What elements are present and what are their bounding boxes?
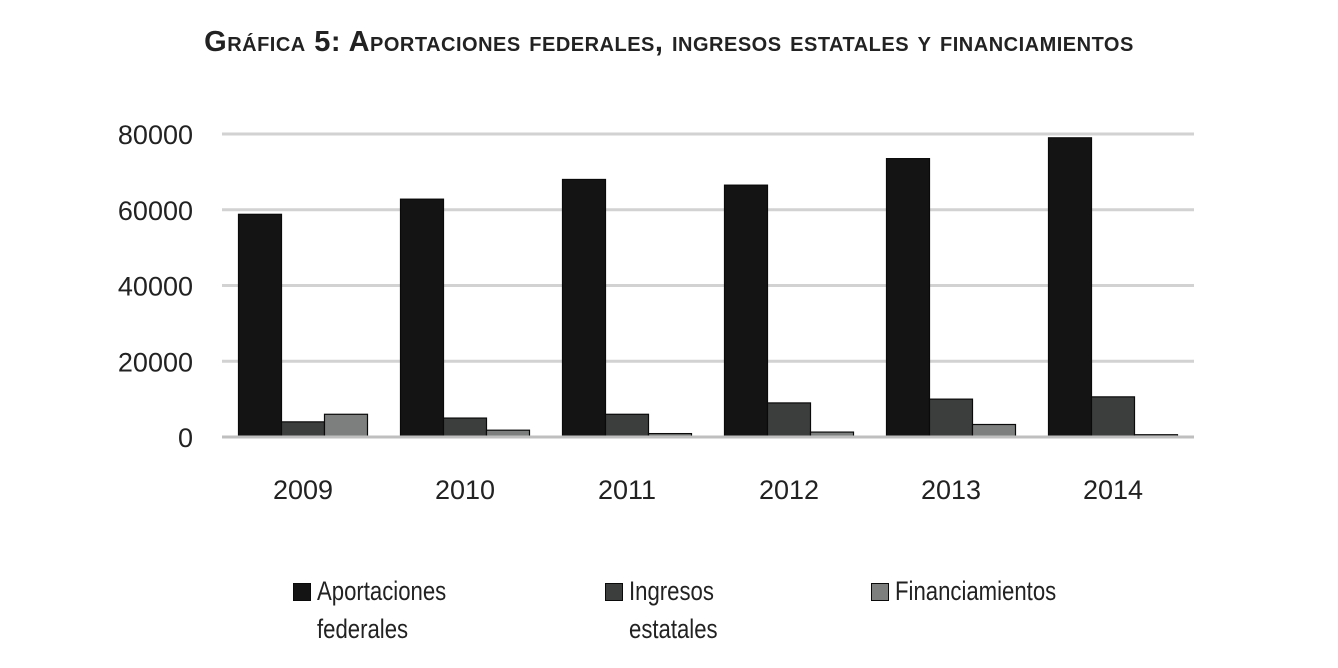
bar xyxy=(604,413,650,438)
bar xyxy=(766,402,812,438)
y-tick-label: 40000 xyxy=(118,272,193,302)
x-tick-label: 2013 xyxy=(921,475,981,505)
y-tick-label: 60000 xyxy=(118,196,193,226)
legend-swatch-ingresos-estatales xyxy=(605,583,623,601)
x-tick-label: 2010 xyxy=(435,475,495,505)
x-tick-label: 2009 xyxy=(273,475,333,505)
legend-label: Aportaciones federales xyxy=(317,572,446,648)
legend-label-line: estatales xyxy=(629,614,718,644)
legend-label-line: Aportaciones xyxy=(317,576,447,606)
legend-label: Ingresos estatales xyxy=(629,572,718,648)
bar xyxy=(561,178,607,438)
legend-swatch-financiamientos xyxy=(871,583,889,601)
bar xyxy=(928,398,974,438)
bar xyxy=(1047,137,1093,438)
y-tick-label: 80000 xyxy=(118,120,193,150)
chart-title: Gráfica 5: Aportaciones federales, ingre… xyxy=(204,26,1134,58)
x-axis-ticks: 2009 2010 2011 2012 2013 2014 xyxy=(273,475,1143,505)
bar xyxy=(885,158,931,438)
bar xyxy=(1090,396,1136,438)
bars xyxy=(237,137,1179,438)
legend-swatch-aportaciones-federales xyxy=(293,583,311,601)
legend-label-line: Financiamientos xyxy=(895,576,1057,606)
bar xyxy=(723,184,769,438)
x-tick-label: 2014 xyxy=(1083,475,1143,505)
bar xyxy=(399,198,445,438)
legend-label: Financiamientos xyxy=(895,572,1056,610)
bar xyxy=(323,413,369,438)
legend-item-aportaciones-federales: Aportaciones federales xyxy=(293,572,475,648)
bar xyxy=(971,423,1017,438)
legend-label-line: federales xyxy=(317,614,409,644)
y-tick-label: 0 xyxy=(178,423,193,453)
x-tick-label: 2012 xyxy=(759,475,819,505)
legend-item-ingresos-estatales: Ingresos estatales xyxy=(605,572,737,648)
y-axis-ticks: 0 20000 40000 60000 80000 xyxy=(118,120,193,453)
bar xyxy=(442,417,488,438)
x-tick-label: 2011 xyxy=(598,475,656,505)
legend-item-financiamientos: Financiamientos xyxy=(871,572,1092,610)
y-tick-label: 20000 xyxy=(118,347,193,377)
bar xyxy=(237,213,283,438)
legend-label-line: Ingresos xyxy=(629,576,714,606)
bar xyxy=(280,421,326,438)
gridlines xyxy=(222,132,1194,363)
